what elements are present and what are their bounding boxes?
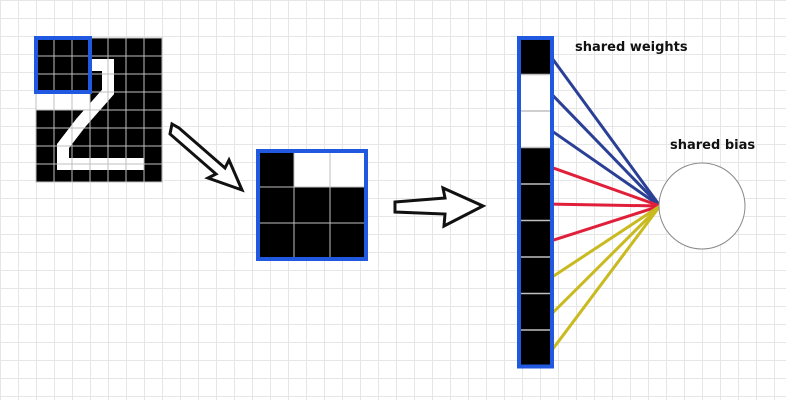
input-pixel <box>144 38 162 56</box>
input-pixel <box>144 146 162 164</box>
input-pixel <box>144 164 162 182</box>
receptive-field-highlight <box>34 36 92 94</box>
patch-cell <box>294 223 330 259</box>
arrow-to-patch <box>168 121 245 193</box>
input-pixel <box>36 74 54 92</box>
input-pixel <box>36 146 54 164</box>
input-pixel <box>108 110 126 128</box>
input-border <box>35 37 163 183</box>
weight-line-middle <box>550 204 662 243</box>
weight-line-top <box>550 129 662 208</box>
vector-cell <box>519 293 552 330</box>
vector-cell <box>519 184 552 221</box>
input-image <box>34 36 163 183</box>
weight-line-bottom <box>550 204 662 316</box>
patch-cell <box>330 151 366 187</box>
input-pixel <box>126 56 144 74</box>
input-pixel <box>126 38 144 56</box>
weight-line-bottom <box>550 204 662 352</box>
input-pixel <box>36 110 54 128</box>
input-pixel <box>36 56 54 74</box>
input-pixel <box>72 92 90 110</box>
vector-cell <box>519 147 552 184</box>
input-pixel <box>144 92 162 110</box>
vector-cell <box>519 38 552 75</box>
input-pixel <box>36 92 54 110</box>
input-pixel <box>54 38 72 56</box>
input-pixel <box>36 38 54 56</box>
vector-cell <box>519 330 552 367</box>
input-pixel <box>54 56 72 74</box>
arrow-to-vector <box>393 185 487 229</box>
weight-line-bottom <box>550 204 662 279</box>
patch-cell <box>294 151 330 187</box>
patch-cell <box>330 223 366 259</box>
input-pixel <box>144 110 162 128</box>
input-pixel <box>90 38 108 56</box>
weight-line-middle <box>550 166 662 208</box>
input-pixel <box>72 74 90 92</box>
input-pixel <box>54 110 72 128</box>
patch-cell <box>258 151 294 187</box>
patch-grid <box>256 149 368 261</box>
input-pixel <box>144 56 162 74</box>
input-pixel <box>54 74 72 92</box>
input-pixel <box>108 128 126 146</box>
patch-cell <box>294 187 330 223</box>
input-pixel <box>126 92 144 110</box>
input-pixel <box>72 38 90 56</box>
weight-line-top <box>550 93 662 208</box>
input-pixel <box>90 128 108 146</box>
input-pixel <box>126 74 144 92</box>
vector-highlight-border <box>517 36 554 369</box>
patch-cell <box>258 187 294 223</box>
input-pixel <box>54 92 72 110</box>
vector-cell <box>519 111 552 148</box>
weight-connections <box>550 56 662 352</box>
vector-cell <box>519 257 552 294</box>
input-pixel <box>144 128 162 146</box>
weight-line-middle <box>550 202 662 208</box>
input-pixel <box>126 110 144 128</box>
input-pixel <box>126 128 144 146</box>
vector-cell <box>519 220 552 257</box>
patch-cell <box>330 187 366 223</box>
input-pixel <box>36 128 54 146</box>
vector-cell <box>519 74 552 111</box>
shared-bias-label: shared bias <box>670 138 756 153</box>
weight-line-top <box>550 56 662 208</box>
input-pixel <box>72 56 90 74</box>
neuron-circle <box>658 162 746 250</box>
flattened-vector <box>517 36 554 369</box>
input-pixel <box>108 38 126 56</box>
input-pixel <box>144 74 162 92</box>
input-pixel <box>108 92 126 110</box>
shared-weights-label: shared weights <box>575 40 688 55</box>
input-pixel <box>36 164 54 182</box>
patch-cell <box>258 223 294 259</box>
patch-highlight-border <box>256 149 368 261</box>
